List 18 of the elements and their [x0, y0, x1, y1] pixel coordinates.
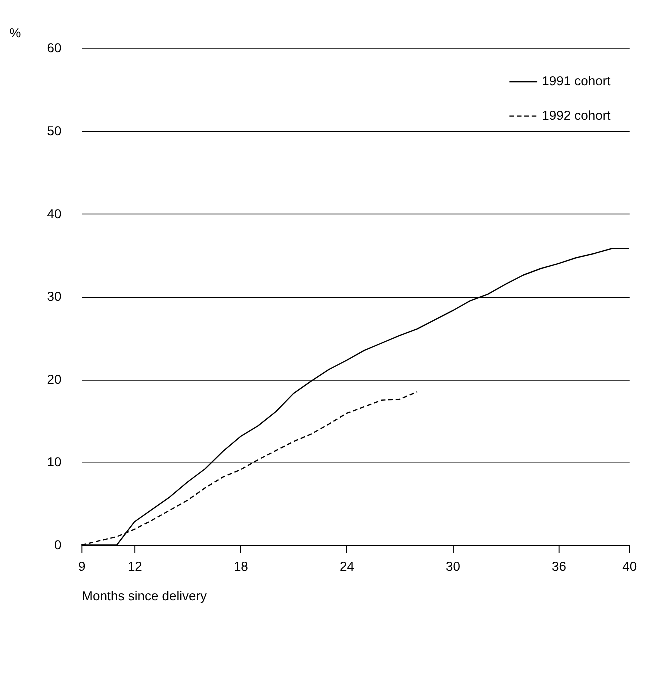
y-tick-label: 20 — [47, 372, 62, 387]
legend-label: 1991 cohort — [542, 74, 612, 89]
y-tick-label: 60 — [47, 40, 62, 56]
y-tick-label: 30 — [47, 289, 62, 304]
x-tick-label: 40 — [622, 558, 638, 574]
x-tick-label: 36 — [552, 558, 566, 574]
y-tick-label: 10 — [47, 454, 62, 470]
y-tick-label: 50 — [47, 124, 62, 139]
x-tick-label: 12 — [128, 558, 142, 574]
y-tick-label: 0 — [54, 537, 62, 552]
legend-label: 1992 cohort — [542, 108, 612, 124]
x-tick-label: 9 — [78, 558, 86, 574]
y-tick-label: 40 — [47, 206, 62, 222]
x-axis-title: Months since delivery — [82, 588, 208, 604]
x-tick-label: 30 — [446, 558, 460, 574]
x-tick-label: 18 — [234, 558, 248, 574]
x-tick-label: 24 — [340, 558, 354, 574]
y-axis-title: % — [10, 25, 22, 40]
